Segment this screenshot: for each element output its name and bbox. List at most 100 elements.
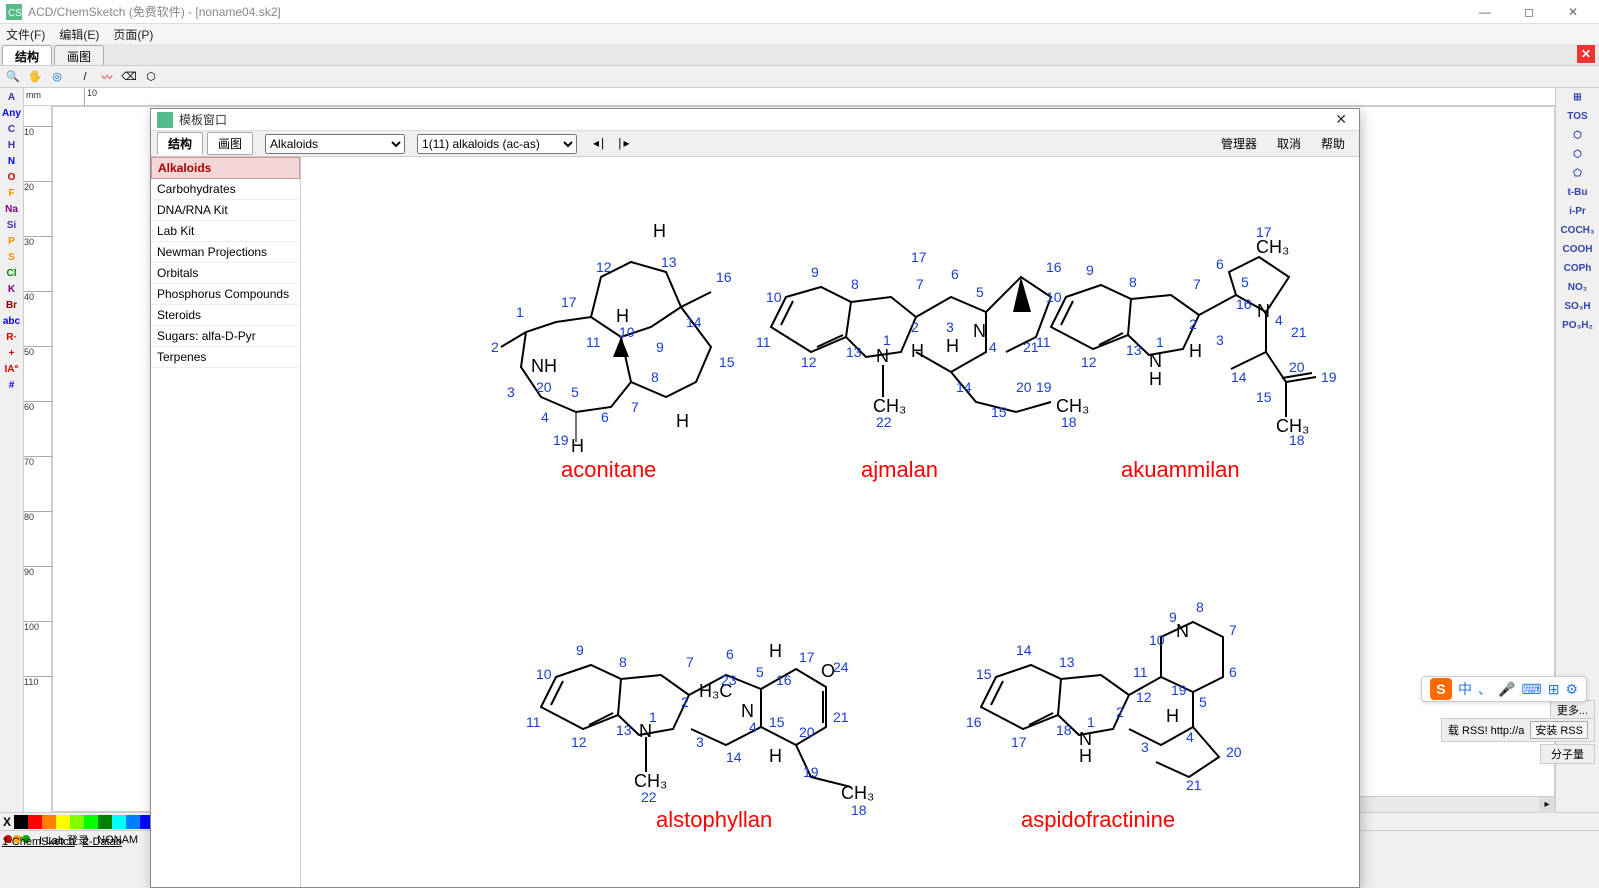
svg-text:19: 19 xyxy=(803,764,819,780)
scroll-right-icon[interactable]: ▸ xyxy=(1539,797,1555,813)
right-tool-8[interactable]: COOH xyxy=(1563,244,1593,260)
tool-target-icon[interactable]: ◎ xyxy=(48,68,66,86)
color-swatch[interactable] xyxy=(56,815,70,829)
right-tool-7[interactable]: COCH₃ xyxy=(1560,225,1594,241)
svg-text:18: 18 xyxy=(1056,722,1072,738)
tab-structure[interactable]: 结构 xyxy=(2,45,52,65)
template-help-button[interactable]: 帮助 xyxy=(1313,133,1353,154)
max-button[interactable]: ◻ xyxy=(1509,3,1549,21)
menu-edit[interactable]: 编辑(E) xyxy=(59,26,99,43)
color-swatch[interactable] xyxy=(112,815,126,829)
template-category-alkaloids[interactable]: Alkaloids xyxy=(151,157,300,179)
atom-h[interactable]: H xyxy=(8,138,15,154)
atom-o[interactable]: O xyxy=(8,170,16,186)
close-doc-icon[interactable]: ✕ xyxy=(1577,45,1595,63)
tab-drawing[interactable]: 画图 xyxy=(54,45,104,65)
ime-gear-icon[interactable]: ⚙ xyxy=(1565,681,1578,698)
right-tool-12[interactable]: PO₃H₂ xyxy=(1562,320,1593,336)
menu-file[interactable]: 文件(F) xyxy=(6,26,45,43)
atom-r·[interactable]: R· xyxy=(6,330,17,346)
ime-logo-icon[interactable]: S xyxy=(1430,678,1452,700)
menu-page[interactable]: 页面(P) xyxy=(113,26,153,43)
atom-abc[interactable]: abc xyxy=(3,314,20,330)
more-link[interactable]: 更多... xyxy=(1550,700,1595,720)
template-nav-prev[interactable]: ◂| xyxy=(593,136,606,151)
ime-han[interactable]: 中 xyxy=(1458,679,1472,699)
tool-erase-icon[interactable]: ⌫ xyxy=(120,68,138,86)
atom-s[interactable]: S xyxy=(8,250,15,266)
right-tool-4[interactable]: ⬠ xyxy=(1573,168,1582,184)
atom-ia°[interactable]: IA° xyxy=(5,362,19,378)
ime-toolbar[interactable]: S 中 、 🎤 ⌨ ⊞ ⚙ xyxy=(1421,676,1587,702)
template-page-select[interactable]: 1(11) alkaloids (ac-as) xyxy=(417,134,577,154)
atom-k[interactable]: K xyxy=(8,282,15,298)
template-tab-structure[interactable]: 结构 xyxy=(157,132,203,155)
template-tab-drawing[interactable]: 画图 xyxy=(207,132,253,155)
tool-hand-icon[interactable]: 🖐 xyxy=(26,68,44,86)
template-manager-button[interactable]: 管理器 xyxy=(1213,133,1265,154)
template-close-button[interactable]: ✕ xyxy=(1329,111,1353,128)
tool-zoom-icon[interactable]: 🔍 xyxy=(4,68,22,86)
right-tool-3[interactable]: ⬡ xyxy=(1573,149,1582,165)
atom-+[interactable]: + xyxy=(9,346,15,362)
right-tool-9[interactable]: COPh xyxy=(1564,263,1592,279)
color-swatch[interactable] xyxy=(84,815,98,829)
template-cancel-button[interactable]: 取消 xyxy=(1269,133,1309,154)
ime-kb-icon[interactable]: ⌨ xyxy=(1521,681,1541,698)
right-tool-10[interactable]: NO₂ xyxy=(1568,282,1587,298)
atom-si[interactable]: Si xyxy=(7,218,16,234)
template-category-newman-projections[interactable]: Newman Projections xyxy=(151,242,300,263)
atom-na[interactable]: Na xyxy=(5,202,18,218)
tool-ring-icon[interactable]: ⬡ xyxy=(142,68,160,86)
right-tool-5[interactable]: t-Bu xyxy=(1568,187,1588,203)
bottom-tab-chemsketch[interactable]: 1-ChemSketch xyxy=(2,836,75,848)
min-button[interactable]: — xyxy=(1465,3,1505,21)
right-tool-11[interactable]: SO₃H xyxy=(1564,301,1590,317)
color-swatch[interactable] xyxy=(70,815,84,829)
template-category-carbohydrates[interactable]: Carbohydrates xyxy=(151,179,300,200)
close-button[interactable]: ✕ xyxy=(1553,3,1593,21)
template-category-sugars-alfa-d-pyr[interactable]: Sugars: alfa-D-Pyr xyxy=(151,326,300,347)
color-swatch[interactable] xyxy=(126,815,140,829)
color-swatch[interactable] xyxy=(98,815,112,829)
template-category-orbitals[interactable]: Orbitals xyxy=(151,263,300,284)
atom-cl[interactable]: Cl xyxy=(7,266,17,282)
right-tool-6[interactable]: i-Pr xyxy=(1569,206,1586,222)
bottom-tab-database[interactable]: 2-Datab xyxy=(83,836,122,848)
atom-c[interactable]: C xyxy=(8,122,15,138)
template-category-lab-kit[interactable]: Lab Kit xyxy=(151,221,300,242)
molecule-aspidofractinine[interactable]: N H N H 1514 1617 1813 12 34 56 78 910 1… xyxy=(961,577,1281,827)
atom-a[interactable]: A xyxy=(8,90,15,106)
color-swatch[interactable] xyxy=(42,815,56,829)
template-category-select[interactable]: Alkaloids xyxy=(265,134,405,154)
right-tool-0[interactable]: ⊞ xyxy=(1573,92,1581,108)
ime-punct-icon[interactable]: 、 xyxy=(1478,679,1492,699)
color-swatch[interactable] xyxy=(28,815,42,829)
right-tool-2[interactable]: ⬡ xyxy=(1573,130,1582,146)
ime-grid-icon[interactable]: ⊞ xyxy=(1548,681,1560,698)
molecule-alstophyllan[interactable]: N N O H H CH₃ H₃C CH₃ 910 1112 138 12 34… xyxy=(521,577,921,837)
template-nav-next[interactable]: |▸ xyxy=(616,136,629,151)
template-category-steroids[interactable]: Steroids xyxy=(151,305,300,326)
molecule-aconitane[interactable]: NH H H H H 12 34 56 78 910 1112 1314 151… xyxy=(481,197,741,457)
svg-text:5: 5 xyxy=(1199,694,1207,710)
template-canvas[interactable]: NH H H H H 12 34 56 78 910 1112 1314 151… xyxy=(301,157,1359,887)
color-none[interactable]: X xyxy=(0,815,14,829)
atom-any[interactable]: Any xyxy=(2,106,21,122)
rss-install-button[interactable]: 安装 RSS xyxy=(1530,721,1588,739)
template-category-terpenes[interactable]: Terpenes xyxy=(151,347,300,368)
svg-text:17: 17 xyxy=(911,249,927,265)
atom-#[interactable]: # xyxy=(9,378,15,394)
atom-f[interactable]: F xyxy=(8,186,14,202)
template-category-phosphorus-compounds[interactable]: Phosphorus Compounds xyxy=(151,284,300,305)
atom-br[interactable]: Br xyxy=(6,298,17,314)
ime-mic-icon[interactable]: 🎤 xyxy=(1498,681,1515,698)
molecule-akuammilan[interactable]: N N H H CH₃ CH₃ 109 811 1213 12 34 56 71… xyxy=(1031,217,1351,477)
template-category-dna-rna-kit[interactable]: DNA/RNA Kit xyxy=(151,200,300,221)
tool-chain-icon[interactable]: 〰 xyxy=(98,68,116,86)
atom-n[interactable]: N xyxy=(8,154,15,170)
atom-p[interactable]: P xyxy=(8,234,15,250)
color-swatch[interactable] xyxy=(14,815,28,829)
tool-bond-icon[interactable]: / xyxy=(76,68,94,86)
right-tool-1[interactable]: TOS xyxy=(1567,111,1587,127)
